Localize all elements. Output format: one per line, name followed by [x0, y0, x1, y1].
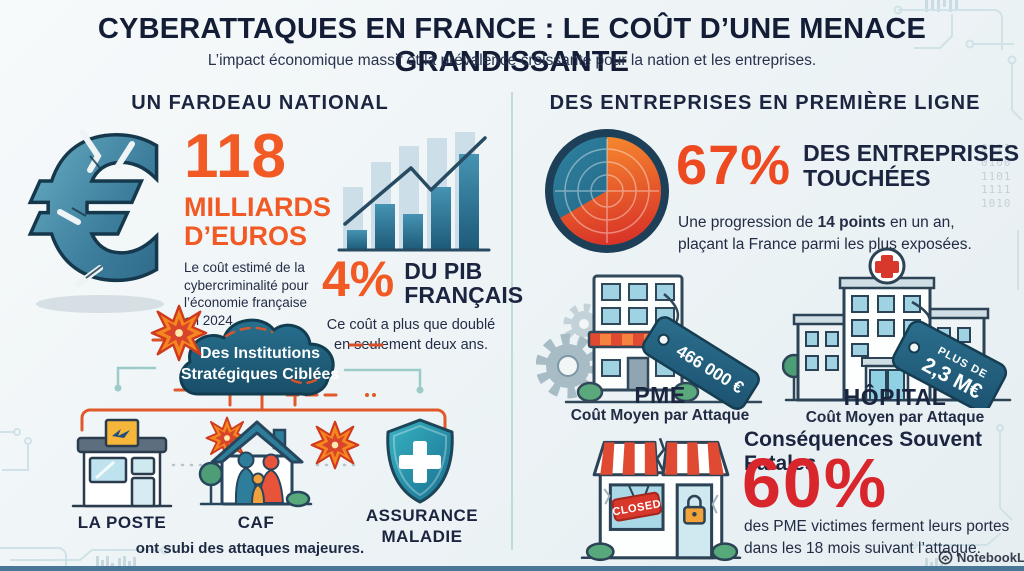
watermark: NotebookLM: [938, 550, 1024, 565]
cost-value: 118: [184, 122, 288, 191]
touched-label-line2: TOUCHÉES: [803, 165, 931, 192]
explosion-icon: [310, 420, 360, 470]
touched-stat-block: 67% DES ENTREPRISES TOUCHÉES: [676, 133, 1020, 196]
broken-euro-icon: €: [29, 116, 171, 316]
svg-text:€: €: [33, 116, 168, 316]
touched-value: 67%: [676, 133, 792, 196]
touched-description: Une progression de 14 points en un an, p…: [678, 214, 972, 253]
pme-building-icon: 466 000 €: [536, 274, 763, 410]
notebooklm-logo-icon: [938, 550, 953, 565]
gdp-label-line2: FRANÇAIS: [404, 282, 524, 309]
section-divider: [511, 92, 513, 550]
cost-unit-line1: MILLIARDS: [184, 192, 331, 222]
institution-label-assurance-maladie: ASSURANCE MALADIE: [365, 506, 479, 547]
pme-sublabel: Coût Moyen par Attaque: [570, 407, 750, 424]
caf-family-house-icon: [198, 420, 313, 508]
growth-bar-chart: [337, 132, 491, 252]
fatal-value: 60%: [742, 444, 889, 522]
cost-stat-block: 118 MILLIARDS D’EUROS Le coût estimé de …: [184, 126, 334, 330]
fatal-heading: Conséquences Souvent Fatales: [744, 428, 983, 475]
hospital-sublabel: Coût Moyen par Attaque: [805, 409, 985, 426]
cost-description: Le coût estimé de la cybercriminalité po…: [184, 259, 309, 329]
institutions-caption: ont subi des attaques majeures.: [135, 540, 365, 557]
right-section-heading: DES ENTREPRISES EN PREMIÈRE LIGNE: [549, 92, 981, 114]
left-section-heading: UN FARDEAU NATIONAL: [131, 92, 389, 114]
gdp-description: Ce coût a plus que doublé en seulement d…: [326, 317, 496, 353]
gdp-value: 4%: [322, 251, 395, 307]
watermark-text: NotebookLM: [957, 550, 1024, 565]
page-subtitle: L’impact économique massif et la prévale…: [207, 52, 817, 69]
gdp-stat-block: 4% DU PIB FRANÇAIS: [322, 254, 523, 307]
hospital-icon: PLUS DE 2,3 M€: [782, 247, 1012, 408]
touched-label-line1: DES ENTREPRISES: [803, 140, 1020, 166]
cost-unit-line2: D’EUROS: [184, 220, 308, 251]
post-office-icon: [71, 418, 173, 508]
fatal-description: des PME victimes ferment leurs portes da…: [744, 518, 1010, 557]
institution-label-caf: CAF: [237, 513, 275, 532]
hospital-label: HÔPITAL: [843, 384, 947, 410]
cloud-institutions: Des Institutions Stratégiques Ciblées: [179, 318, 339, 396]
gear-icon: [536, 303, 605, 399]
gdp-label-line1: DU PIB: [404, 258, 483, 284]
page-title: CYBERATTAQUES EN FRANCE : LE COÛT D’UNE …: [97, 13, 927, 78]
institution-label-la-poste: LA POSTE: [77, 513, 167, 532]
bottom-edge-strip: [0, 566, 1024, 571]
cloud-text-line1: Des Institutions: [200, 345, 320, 362]
closed-shop-icon: CLOSED: [580, 437, 742, 562]
explosion-icon: [150, 304, 208, 362]
binary-decoration: 0011 0100 1101 1111 1010: [981, 142, 1012, 210]
radar-pie-icon: [545, 129, 669, 253]
cloud-text-line2: Stratégiques Ciblées: [181, 366, 339, 383]
pme-label: PME: [634, 382, 686, 408]
health-insurance-shield-icon: [386, 418, 454, 504]
